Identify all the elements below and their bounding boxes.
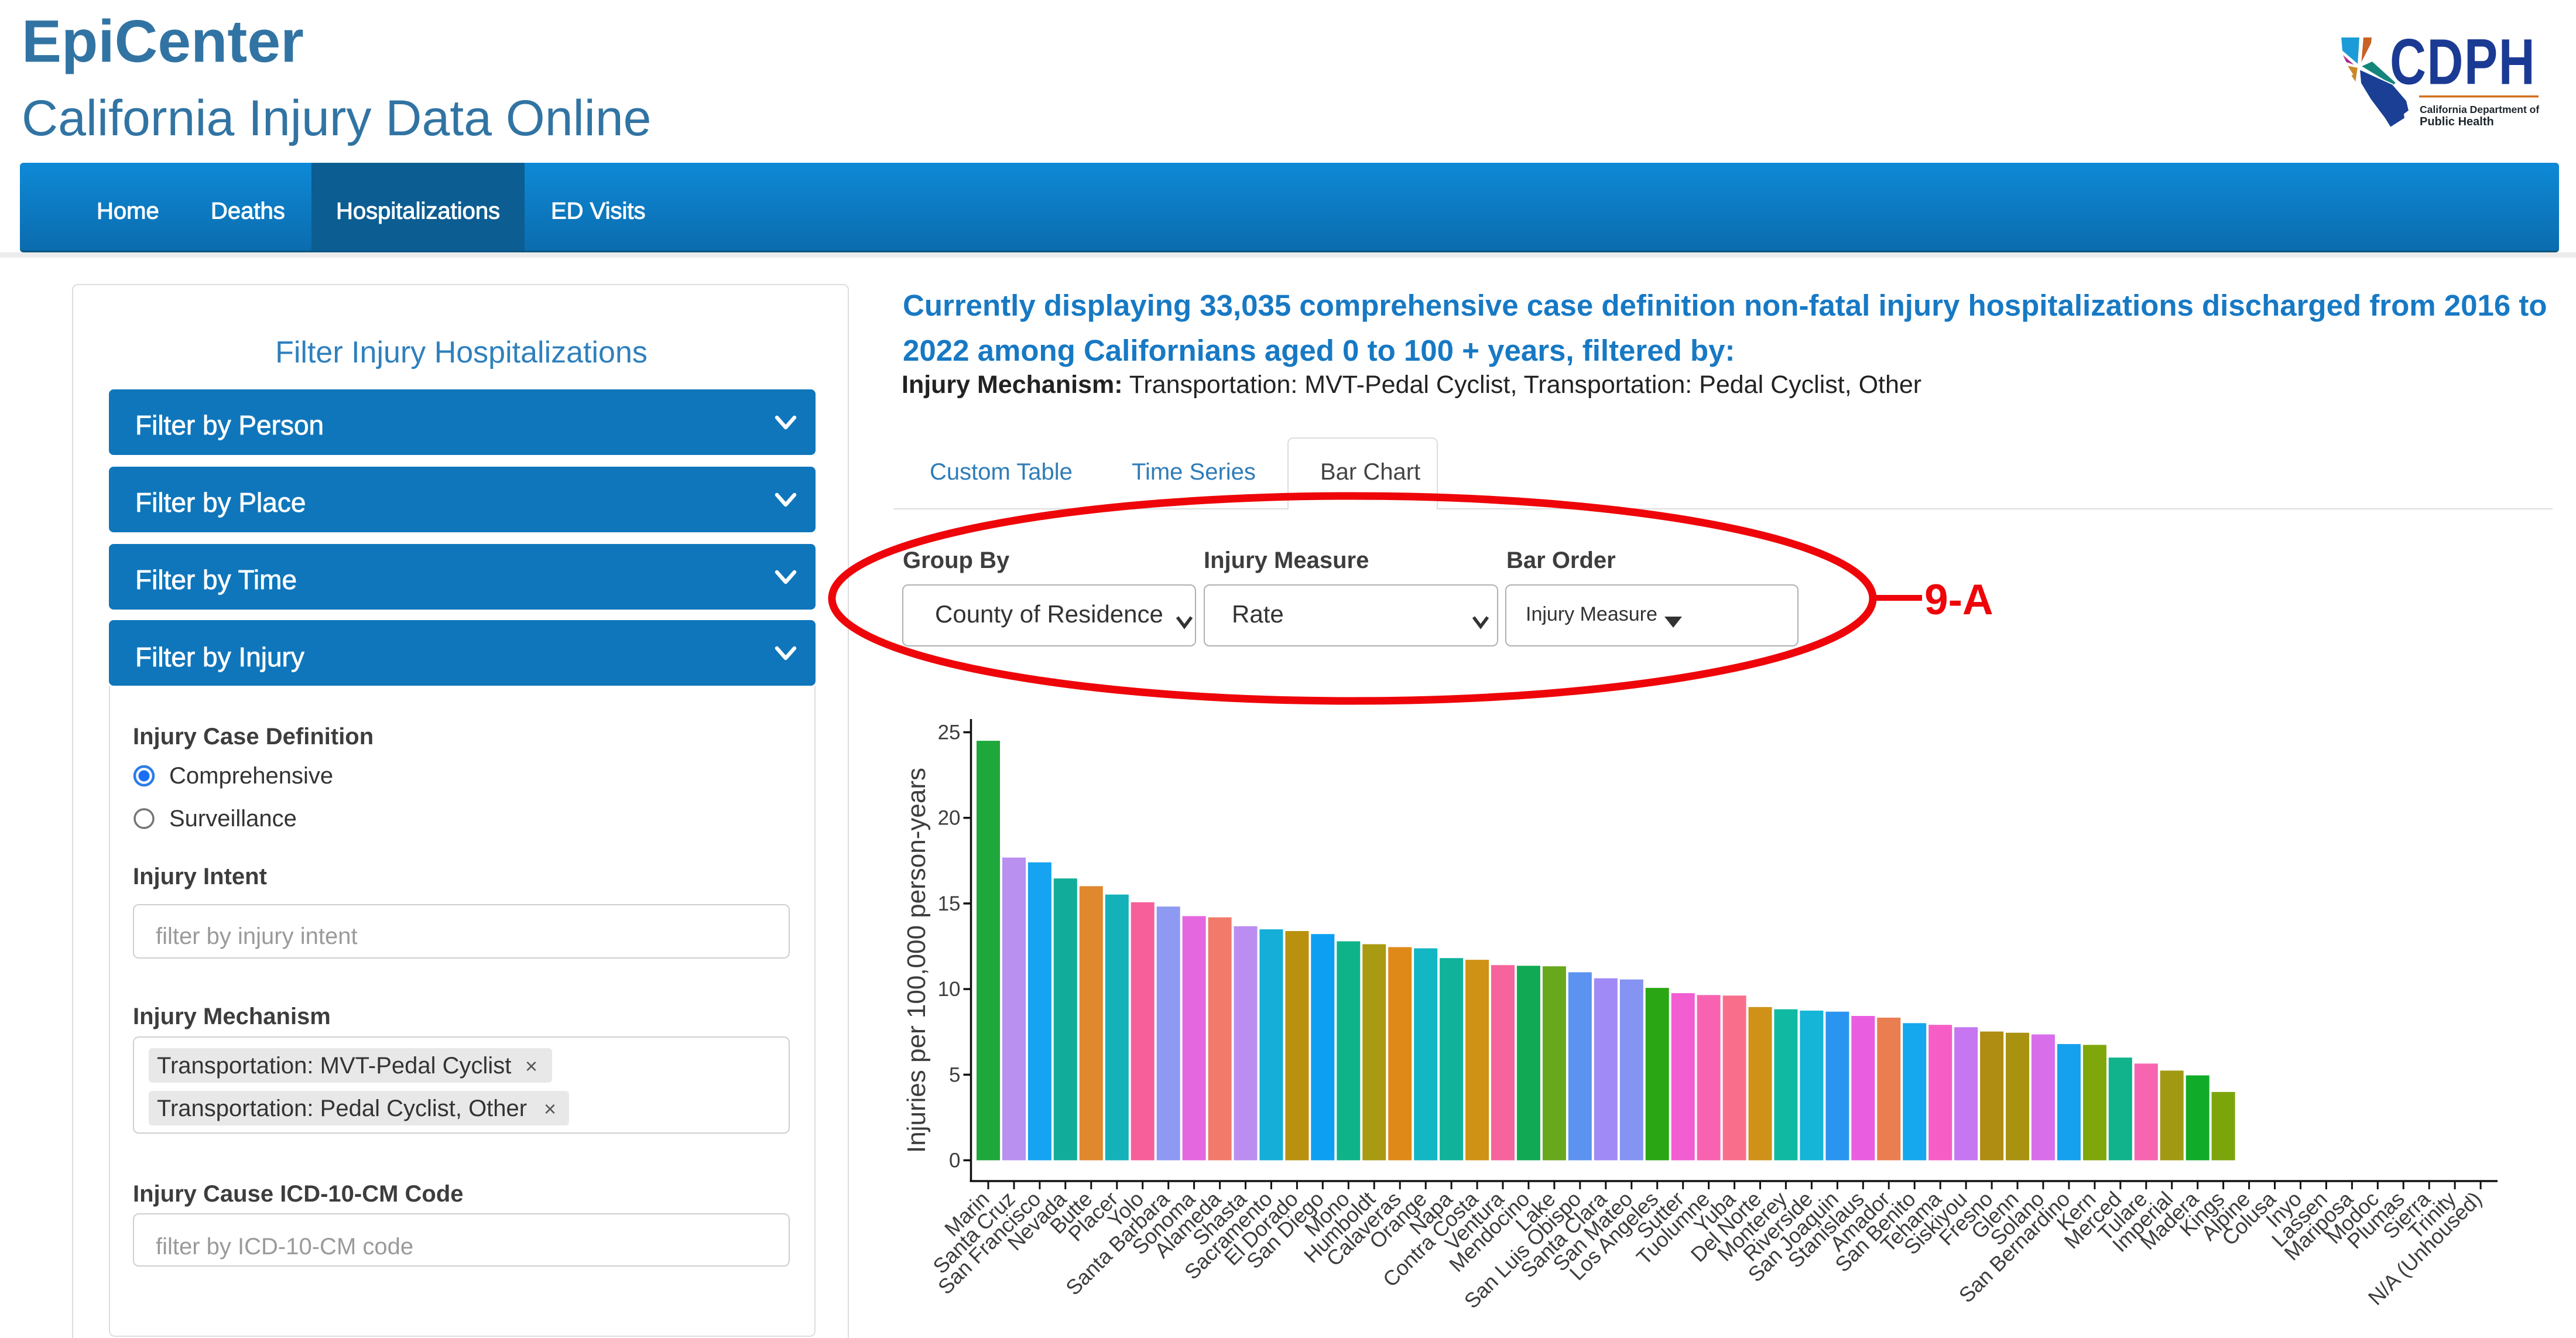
svg-text:10: 10 <box>938 978 961 1001</box>
svg-text:filter by injury intent: filter by injury intent <box>156 923 358 949</box>
svg-text:EpiCenter: EpiCenter <box>22 8 304 75</box>
svg-text:15: 15 <box>938 892 961 915</box>
svg-text:Filter by Time: Filter by Time <box>135 564 297 595</box>
svg-text:Custom Table: Custom Table <box>930 459 1073 485</box>
svg-text:5: 5 <box>949 1063 960 1086</box>
svg-text:0: 0 <box>949 1149 960 1172</box>
svg-text:County of Residence: County of Residence <box>935 600 1163 628</box>
svg-text:Currently displaying 33,035 co: Currently displaying 33,035 comprehensiv… <box>903 289 2547 322</box>
svg-text:Bar Chart: Bar Chart <box>1320 459 1420 485</box>
svg-text:Filter by Injury: Filter by Injury <box>135 642 304 672</box>
svg-text:25: 25 <box>938 721 961 744</box>
svg-text:Bar Order: Bar Order <box>1506 547 1616 573</box>
svg-text:Injury Case Definition: Injury Case Definition <box>133 724 374 750</box>
svg-text:Transportation: MVT-Pedal Cycl: Transportation: MVT-Pedal Cyclist <box>157 1053 511 1079</box>
svg-text:Home: Home <box>97 199 159 224</box>
svg-text:Rate: Rate <box>1232 600 1284 628</box>
svg-text:Filter by Place: Filter by Place <box>135 487 306 518</box>
svg-text:Time Series: Time Series <box>1132 459 1256 485</box>
svg-text:Injury Mechanism: Transportati: Injury Mechanism: Transportation: MVT-Pe… <box>902 371 1921 399</box>
svg-text:Comprehensive: Comprehensive <box>169 763 333 789</box>
svg-text:Injury Intent: Injury Intent <box>133 864 267 889</box>
svg-text:Group By: Group By <box>903 547 1010 573</box>
svg-text:Surveillance: Surveillance <box>169 806 297 831</box>
svg-text:Injury Measure: Injury Measure <box>1526 603 1657 625</box>
svg-text:Injury Cause ICD-10-CM Code: Injury Cause ICD-10-CM Code <box>133 1181 464 1207</box>
svg-text:Filter by Person: Filter by Person <box>135 410 324 440</box>
svg-text:Deaths: Deaths <box>211 199 285 224</box>
svg-text:×: × <box>544 1097 556 1121</box>
svg-text:ED Visits: ED Visits <box>551 199 646 224</box>
svg-text:Injuries per 100,000 person-ye: Injuries per 100,000 person-years <box>902 768 931 1153</box>
svg-text:2022 among Californians aged 0: 2022 among Californians aged 0 to 100 + … <box>903 334 1735 367</box>
svg-text:California Department of: California Department of <box>2420 104 2539 115</box>
svg-text:California Injury Data Online: California Injury Data Online <box>22 90 652 146</box>
svg-text:Filter Injury Hospitalizations: Filter Injury Hospitalizations <box>275 336 648 369</box>
svg-text:Injury Measure: Injury Measure <box>1204 547 1369 573</box>
svg-text:Injury Mechanism: Injury Mechanism <box>133 1004 331 1029</box>
svg-text:Hospitalizations: Hospitalizations <box>336 199 500 224</box>
svg-text:×: × <box>525 1054 537 1078</box>
svg-text:filter by ICD-10-CM code: filter by ICD-10-CM code <box>156 1234 413 1260</box>
svg-text:20: 20 <box>938 807 961 830</box>
svg-text:Transportation: Pedal Cyclist,: Transportation: Pedal Cyclist, Other <box>157 1096 527 1121</box>
svg-text:CDPH: CDPH <box>2390 26 2536 98</box>
svg-text:Public Health: Public Health <box>2420 115 2494 128</box>
svg-text:9-A: 9-A <box>1924 576 1993 624</box>
